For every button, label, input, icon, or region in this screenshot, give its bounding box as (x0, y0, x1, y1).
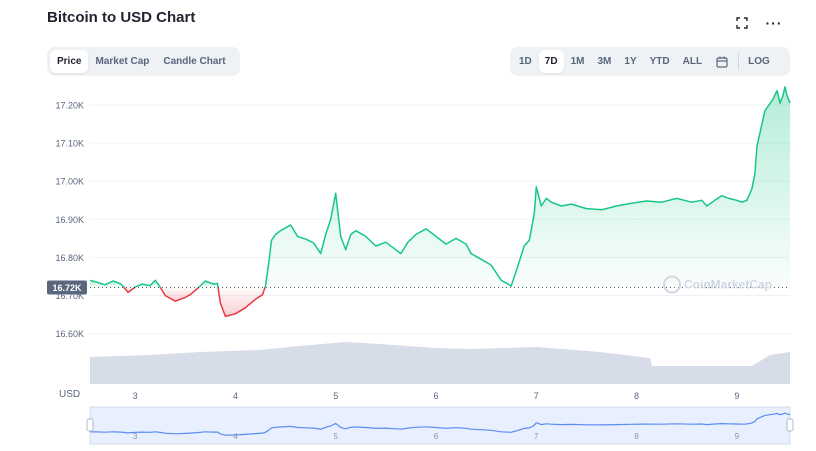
price-area (265, 86, 790, 288)
x-tick-label: 6 (433, 391, 438, 401)
chart-toolbar: ··· (732, 14, 792, 32)
y-tick-label: 16.70K (55, 291, 84, 301)
volume-band (90, 342, 790, 384)
range-ytd[interactable]: YTD (649, 56, 670, 67)
navigator-tick-label: 6 (434, 432, 439, 441)
coinmarketcap-logo (663, 275, 681, 294)
baseline-badge (47, 280, 87, 295)
navigator-tick-label: 7 (534, 432, 539, 441)
navigator-range[interactable] (89, 406, 791, 445)
x-tick-label: 3 (133, 391, 138, 401)
price-line-down (123, 286, 136, 294)
tab-candle-chart[interactable]: Candle Chart (163, 56, 226, 67)
navigator-tick-label: 9 (735, 432, 740, 441)
price-line-down (159, 286, 200, 302)
x-tick-label: 8 (634, 391, 639, 401)
chart-type-tabs: Price Market Cap Candle Chart (47, 47, 240, 76)
navigator-handle-right[interactable] (786, 418, 794, 432)
price-line-up (134, 279, 162, 289)
range-1y[interactable]: 1Y (624, 56, 637, 67)
baseline-label: 16.72K (52, 283, 82, 293)
calendar-icon[interactable] (709, 50, 735, 73)
y-tick-label: 17.10K (55, 139, 84, 149)
navigator-tick-label: 8 (634, 432, 639, 441)
x-tick-label: 5 (333, 391, 338, 401)
navigator-handle-left[interactable] (86, 418, 94, 432)
navigator-tick-label: 5 (333, 432, 338, 441)
y-tick-label: 16.80K (55, 253, 84, 263)
currency-label: USD (59, 389, 81, 400)
navigator-tick-label: 4 (233, 432, 238, 441)
x-tick-label: 9 (734, 391, 739, 401)
range-1d[interactable]: 1D (519, 56, 532, 67)
range-7d[interactable]: 7D (538, 50, 564, 73)
price-area (198, 281, 218, 288)
price-line-up (197, 280, 219, 289)
page-title: Bitcoin to USD Chart (47, 9, 196, 26)
y-tick-label: 17.20K (55, 101, 84, 111)
price-area (218, 287, 265, 317)
range-divider (738, 53, 740, 70)
tab-price[interactable]: Price (50, 50, 89, 73)
x-tick-label: 7 (534, 391, 539, 401)
navigator-tick-label: 3 (133, 432, 138, 441)
price-line-down (217, 287, 266, 318)
y-tick-label: 16.90K (55, 215, 84, 225)
time-range-selector: 1D 7D 1M 3M 1Y YTD ALL LOG (510, 47, 790, 76)
range-1m[interactable]: 1M (570, 56, 585, 67)
range-all[interactable]: ALL (682, 56, 703, 67)
price-line-up (264, 86, 791, 288)
range-3m[interactable]: 3M (597, 56, 612, 67)
price-line-up (89, 279, 125, 288)
more-icon[interactable]: ··· (765, 15, 783, 31)
y-tick-label: 17.00K (55, 177, 84, 187)
tab-market-cap[interactable]: Market Cap (95, 56, 150, 67)
watermark: CoinMarketCap (684, 277, 772, 291)
navigator-line (89, 412, 791, 436)
y-tick-label: 16.60K (55, 329, 84, 339)
x-tick-label: 4 (233, 391, 238, 401)
log-scale-button[interactable]: LOG (748, 56, 770, 67)
expand-icon[interactable] (732, 14, 752, 32)
